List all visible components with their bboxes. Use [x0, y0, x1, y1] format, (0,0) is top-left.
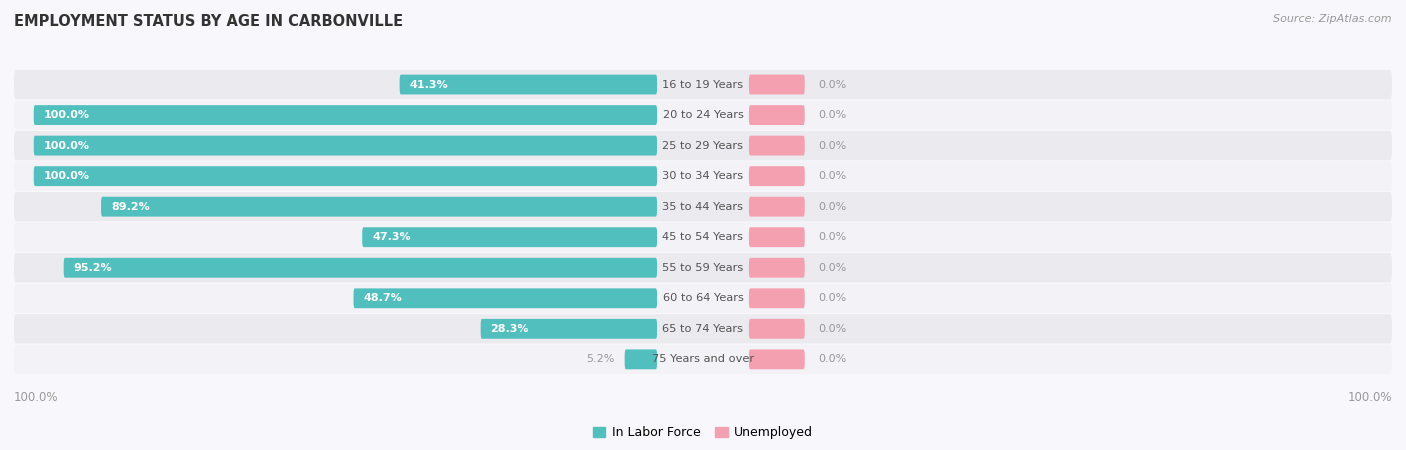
Text: 16 to 19 Years: 16 to 19 Years — [662, 80, 744, 90]
FancyBboxPatch shape — [63, 258, 657, 278]
FancyBboxPatch shape — [14, 70, 1392, 99]
Text: 28.3%: 28.3% — [491, 324, 529, 334]
Text: 0.0%: 0.0% — [818, 171, 846, 181]
FancyBboxPatch shape — [749, 136, 804, 156]
Text: 35 to 44 Years: 35 to 44 Years — [662, 202, 744, 211]
FancyBboxPatch shape — [14, 192, 1392, 221]
FancyBboxPatch shape — [353, 288, 657, 308]
Text: 100.0%: 100.0% — [1347, 392, 1392, 405]
Text: 0.0%: 0.0% — [818, 80, 846, 90]
Text: 0.0%: 0.0% — [818, 140, 846, 151]
FancyBboxPatch shape — [749, 166, 804, 186]
FancyBboxPatch shape — [481, 319, 657, 339]
FancyBboxPatch shape — [749, 350, 804, 369]
Text: 89.2%: 89.2% — [111, 202, 149, 211]
Text: 45 to 54 Years: 45 to 54 Years — [662, 232, 744, 242]
Text: 0.0%: 0.0% — [818, 324, 846, 334]
FancyBboxPatch shape — [749, 227, 804, 247]
Text: 0.0%: 0.0% — [818, 202, 846, 211]
Text: 100.0%: 100.0% — [44, 140, 90, 151]
Text: 60 to 64 Years: 60 to 64 Years — [662, 293, 744, 303]
Text: 0.0%: 0.0% — [818, 293, 846, 303]
Text: 30 to 34 Years: 30 to 34 Years — [662, 171, 744, 181]
FancyBboxPatch shape — [14, 284, 1392, 313]
Text: 0.0%: 0.0% — [818, 110, 846, 120]
FancyBboxPatch shape — [34, 166, 657, 186]
FancyBboxPatch shape — [14, 253, 1392, 283]
FancyBboxPatch shape — [749, 105, 804, 125]
Text: 100.0%: 100.0% — [44, 171, 90, 181]
FancyBboxPatch shape — [363, 227, 657, 247]
Text: 0.0%: 0.0% — [818, 232, 846, 242]
Text: 48.7%: 48.7% — [363, 293, 402, 303]
Legend: In Labor Force, Unemployed: In Labor Force, Unemployed — [588, 422, 818, 445]
FancyBboxPatch shape — [101, 197, 657, 216]
Text: 55 to 59 Years: 55 to 59 Years — [662, 263, 744, 273]
FancyBboxPatch shape — [14, 100, 1392, 130]
FancyBboxPatch shape — [749, 288, 804, 308]
Text: 65 to 74 Years: 65 to 74 Years — [662, 324, 744, 334]
Text: 25 to 29 Years: 25 to 29 Years — [662, 140, 744, 151]
FancyBboxPatch shape — [749, 197, 804, 216]
FancyBboxPatch shape — [14, 162, 1392, 191]
FancyBboxPatch shape — [624, 350, 657, 369]
FancyBboxPatch shape — [34, 105, 657, 125]
FancyBboxPatch shape — [749, 258, 804, 278]
Text: 47.3%: 47.3% — [373, 232, 411, 242]
Text: 95.2%: 95.2% — [73, 263, 112, 273]
Text: 75 Years and over: 75 Years and over — [652, 354, 754, 365]
FancyBboxPatch shape — [34, 136, 657, 156]
Text: EMPLOYMENT STATUS BY AGE IN CARBONVILLE: EMPLOYMENT STATUS BY AGE IN CARBONVILLE — [14, 14, 404, 28]
Text: 0.0%: 0.0% — [818, 354, 846, 365]
FancyBboxPatch shape — [749, 319, 804, 339]
Text: 100.0%: 100.0% — [14, 392, 59, 405]
FancyBboxPatch shape — [14, 131, 1392, 160]
Text: 5.2%: 5.2% — [586, 354, 614, 365]
Text: 100.0%: 100.0% — [44, 110, 90, 120]
Text: 20 to 24 Years: 20 to 24 Years — [662, 110, 744, 120]
Text: 0.0%: 0.0% — [818, 263, 846, 273]
Text: Source: ZipAtlas.com: Source: ZipAtlas.com — [1274, 14, 1392, 23]
FancyBboxPatch shape — [749, 75, 804, 94]
FancyBboxPatch shape — [14, 223, 1392, 252]
Text: 41.3%: 41.3% — [409, 80, 449, 90]
FancyBboxPatch shape — [399, 75, 657, 94]
FancyBboxPatch shape — [14, 345, 1392, 374]
FancyBboxPatch shape — [14, 314, 1392, 343]
